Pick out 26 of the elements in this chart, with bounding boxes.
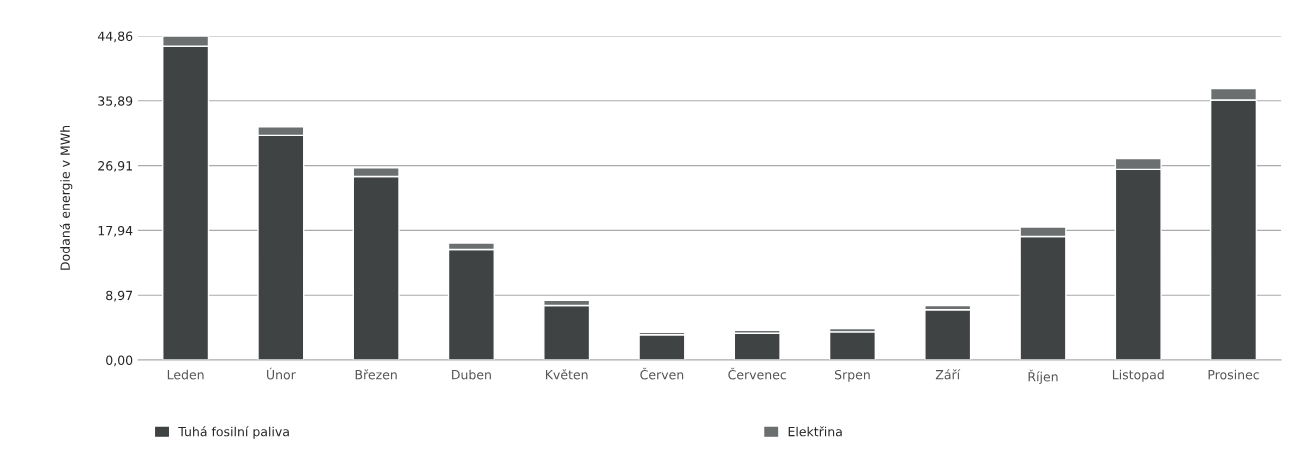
bar (924, 309, 972, 360)
bar (733, 332, 781, 360)
x-tick-label: Duben (452, 369, 491, 380)
bar (638, 334, 686, 360)
y-tick-label: 8,97 (106, 290, 133, 302)
x-tick-label: Únor (267, 367, 296, 380)
x-tick-label: Listopad (1112, 369, 1164, 382)
x-tick-label: Září (935, 369, 961, 380)
y-tick-label: 17,94 (98, 225, 133, 237)
x-tick-label: Prosinec (1208, 369, 1259, 380)
legend-label: Tuhá fosilní paliva (178, 426, 289, 439)
x-tick-label: Březen (355, 369, 397, 380)
legend-label: Elektřina (788, 426, 842, 437)
bar (828, 331, 877, 360)
y-tick-label: 44,86 (97, 31, 133, 43)
x-tick-label: Říjen (1028, 369, 1058, 384)
x-tick-label: Červen (640, 367, 684, 380)
y-tick-label: 26,91 (98, 161, 132, 172)
x-tick-label: Červenec (728, 367, 786, 380)
x-tick-label: Květen (545, 369, 588, 380)
x-tick-label: Srpen (834, 369, 870, 382)
x-tick-label: Leden (167, 369, 204, 380)
y-tick-label: 35,89 (98, 96, 133, 107)
y-axis-title: Dodaná energie v MWh (59, 125, 73, 270)
bar (543, 304, 591, 360)
y-tick-label: 0,00 (106, 355, 133, 367)
